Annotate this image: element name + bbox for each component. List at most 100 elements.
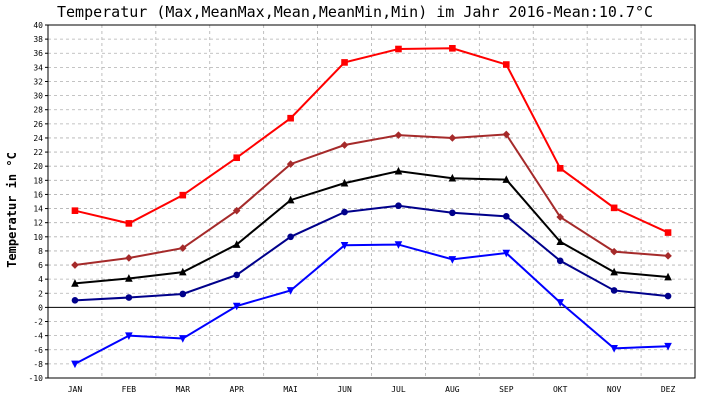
y-tick-label: -2 — [33, 318, 43, 327]
y-tick-label: 30 — [33, 92, 43, 101]
point-mean — [610, 267, 618, 276]
point-meanmin — [341, 208, 348, 216]
point-mean — [178, 267, 187, 276]
x-tick-label: DEZ — [661, 385, 676, 394]
point-mean — [340, 178, 349, 187]
point-min — [448, 256, 457, 264]
point-meanmin — [179, 290, 187, 298]
axes: -10-8-6-4-202468101214161820222426283032… — [29, 21, 696, 394]
point-max — [71, 207, 79, 214]
point-min — [556, 299, 565, 307]
y-tick-label: 20 — [33, 162, 43, 171]
point-meanmin — [125, 294, 133, 301]
plot-frame — [47, 24, 696, 379]
point-mean — [286, 195, 295, 204]
point-meanmin — [502, 213, 510, 220]
point-meanmax — [502, 130, 511, 139]
y-tick-label: -8 — [33, 360, 43, 369]
series-line-meanmin — [74, 204, 669, 302]
point-mean — [664, 272, 672, 281]
y-tick-label: -4 — [33, 332, 43, 341]
point-meanmin — [610, 287, 618, 294]
y-tick-label: 4 — [38, 275, 43, 284]
y-tick-label: 34 — [33, 63, 43, 72]
point-meanmax — [448, 134, 457, 142]
y-axis-label: Temperatur in °C — [5, 152, 19, 268]
y-tick-label: 8 — [38, 247, 43, 256]
x-tick-label: NOV — [607, 385, 622, 394]
point-meanmin — [556, 257, 564, 265]
y-tick-label: 40 — [33, 21, 43, 30]
point-max — [395, 45, 402, 53]
point-min — [502, 249, 511, 258]
point-mean — [394, 166, 403, 175]
series-layer — [71, 44, 672, 369]
point-meanmin — [71, 297, 79, 304]
point-meanmax — [286, 160, 295, 168]
point-meanmax — [664, 252, 672, 260]
y-tick-label: 22 — [33, 148, 43, 157]
x-tick-label: FEB — [122, 385, 137, 394]
grid-lines — [48, 25, 695, 378]
point-meanmax — [178, 244, 187, 252]
point-meanmax — [71, 261, 79, 269]
y-tick-label: 6 — [38, 261, 43, 270]
y-tick-label: 26 — [33, 120, 43, 129]
point-max — [449, 44, 456, 52]
point-max — [556, 165, 564, 172]
x-tick-label: APR — [229, 385, 244, 394]
point-mean — [71, 279, 79, 287]
point-mean — [125, 274, 133, 282]
y-tick-label: 14 — [33, 205, 43, 214]
y-tick-label: 28 — [33, 106, 43, 115]
y-tick-label: 18 — [33, 176, 43, 185]
point-meanmin — [664, 292, 672, 300]
chart-title: Temperatur (Max,MeanMax,Mean,MeanMin,Min… — [57, 3, 653, 21]
x-tick-label: JUL — [391, 385, 406, 394]
point-mean — [448, 173, 457, 182]
point-min — [664, 342, 672, 351]
point-meanmin — [287, 233, 294, 241]
point-meanmin — [449, 209, 456, 217]
y-tick-label: 2 — [38, 289, 43, 298]
point-meanmax — [610, 247, 618, 256]
y-tick-label: 38 — [33, 35, 43, 44]
x-tick-label: AUG — [445, 385, 460, 394]
point-max — [233, 154, 241, 162]
point-mean — [556, 237, 565, 246]
point-meanmax — [394, 131, 403, 139]
point-mean — [502, 175, 511, 183]
series-line-max — [74, 47, 669, 234]
y-tick-label: 12 — [33, 219, 43, 228]
point-min — [340, 241, 349, 250]
y-tick-label: 16 — [33, 190, 43, 199]
point-max — [287, 114, 294, 122]
series-line-min — [74, 243, 669, 365]
point-meanmin — [233, 271, 241, 279]
y-tick-label: -6 — [33, 346, 43, 355]
x-tick-label: MAI — [283, 385, 298, 394]
point-min — [178, 335, 187, 343]
point-max — [502, 61, 510, 68]
point-meanmax — [232, 206, 241, 215]
point-max — [610, 204, 618, 212]
point-max — [664, 229, 672, 236]
point-max — [125, 220, 133, 227]
point-max — [179, 191, 187, 199]
point-meanmax — [340, 141, 349, 149]
series-line-meanmax — [74, 133, 669, 267]
y-tick-label: 36 — [33, 49, 43, 58]
point-max — [341, 59, 348, 66]
x-tick-label: JAN — [68, 385, 83, 394]
point-meanmin — [395, 202, 402, 210]
point-min — [610, 345, 618, 353]
x-tick-label: JUN — [337, 385, 352, 394]
x-tick-label: SEP — [499, 385, 514, 394]
point-min — [125, 332, 133, 340]
y-tick-label: 24 — [33, 134, 43, 143]
point-min — [286, 287, 295, 295]
point-meanmax — [556, 213, 565, 221]
series-line-mean — [74, 170, 669, 285]
y-tick-label: 10 — [33, 233, 43, 242]
